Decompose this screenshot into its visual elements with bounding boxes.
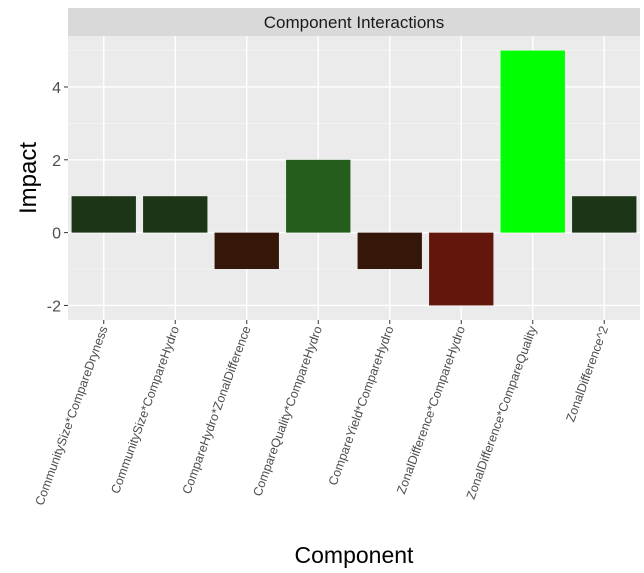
- x-tick-label: CompareYield*CompareHydro: [326, 324, 397, 487]
- x-tick-label: CompareQuality*CompareHydro: [250, 324, 325, 498]
- bar: [214, 232, 279, 270]
- y-tick-label: -2: [47, 298, 61, 315]
- bar: [572, 196, 637, 233]
- x-axis-title: Component: [295, 542, 415, 568]
- bar: [71, 196, 136, 233]
- x-tick-label: ZonalDifference*CompareQuality: [464, 324, 540, 502]
- x-tick-label: CompareHydro*ZonalDifference: [180, 324, 254, 496]
- x-tick-label: ZonalDifference*CompareHydro: [394, 324, 468, 496]
- facet-strip: [68, 8, 640, 36]
- bar: [500, 50, 565, 233]
- x-tick-label: ZonalDifference^2: [563, 324, 611, 424]
- y-tick-label: 4: [52, 80, 61, 97]
- bar: [143, 196, 208, 233]
- y-tick-label: 0: [52, 226, 61, 243]
- x-tick-label: CommunitySize*CompareDryness: [33, 324, 111, 507]
- bar: [286, 159, 351, 233]
- x-tick-label: CommunitySize*CompareHydro: [108, 324, 182, 495]
- bar: [357, 232, 422, 270]
- y-axis: -2 0 2 4: [47, 80, 68, 315]
- facet-title: Component Interactions: [264, 13, 445, 32]
- bars: [71, 50, 637, 306]
- y-tick-label: 2: [52, 153, 61, 170]
- y-axis-title: Impact: [15, 142, 42, 214]
- bar: [429, 232, 494, 306]
- x-axis: CommunitySize*CompareDrynessCommunitySiz…: [33, 320, 611, 507]
